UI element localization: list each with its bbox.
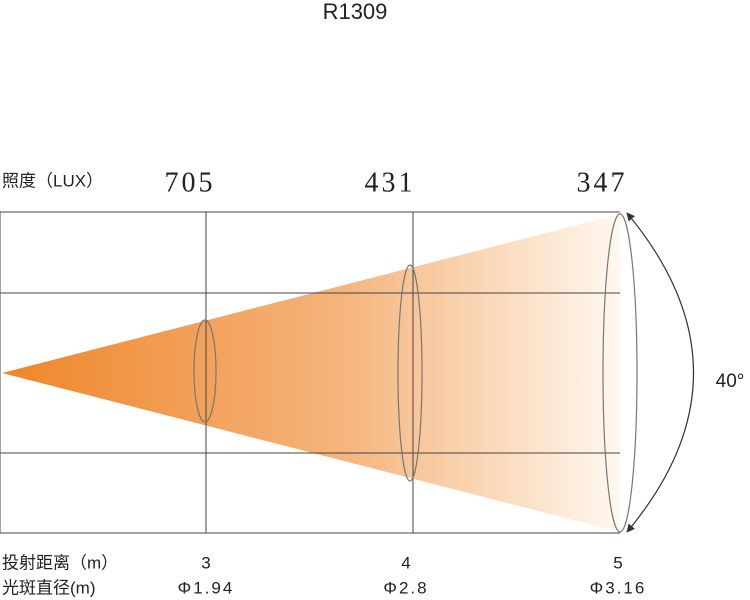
- beam-angle: 40°: [716, 371, 745, 392]
- lux-value: 705: [165, 167, 216, 198]
- illuminance-label: 照度（LUX）: [2, 171, 103, 190]
- grid: [0, 211, 620, 534]
- diameter-label: 光斑直径(m): [2, 578, 95, 597]
- lux-value: 431: [365, 167, 416, 198]
- beam-section: [602, 213, 638, 533]
- title: R1309: [323, 0, 388, 24]
- columns: 705 3 Φ1.94 431 4 Φ2.8 347 5 Φ3.16: [165, 167, 647, 597]
- distance-value: 4: [401, 553, 410, 572]
- distance-value: 3: [201, 553, 210, 572]
- diameter-value: Φ2.8: [383, 578, 428, 597]
- diameter-value: Φ1.94: [178, 578, 235, 597]
- diameter-value: Φ3.16: [590, 578, 647, 597]
- distance-value: 5: [613, 553, 622, 572]
- distance-label: 投射距离（m）: [2, 553, 118, 572]
- beam-section: [397, 264, 423, 482]
- beam-section: [193, 319, 217, 423]
- light-cone: [2, 214, 620, 532]
- angle-arc: [626, 212, 695, 533]
- lux-value: 347: [577, 167, 628, 198]
